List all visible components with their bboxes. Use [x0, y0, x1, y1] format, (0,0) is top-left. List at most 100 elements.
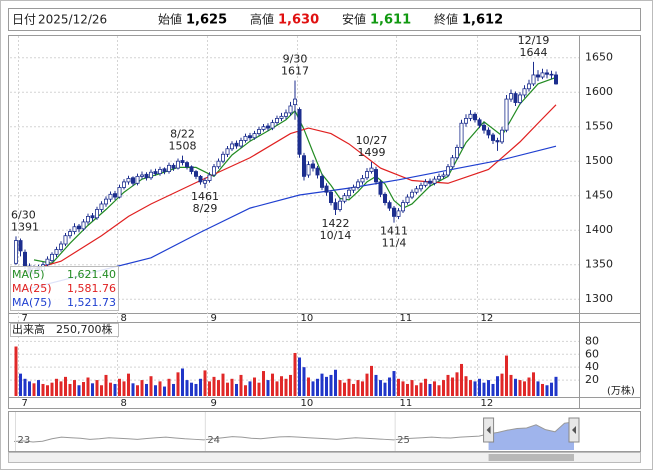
- legend-value: 1,521.73: [67, 296, 116, 309]
- annotation-value: 1391: [11, 220, 39, 233]
- annotation-date: 11/4: [382, 237, 407, 250]
- x-tick-label: 9: [211, 398, 217, 409]
- candle-body: [536, 74, 541, 78]
- y-tick-label: 60: [585, 347, 599, 360]
- navigator-frame: [8, 411, 641, 452]
- candle-body: [450, 157, 455, 168]
- volume-bar: [478, 378, 481, 396]
- volume-bar: [397, 378, 400, 396]
- volume-bar: [365, 373, 369, 396]
- y-tick-label: 1450: [585, 189, 613, 202]
- volume-bar: [73, 380, 76, 396]
- annotation-date: 10/14: [320, 229, 352, 242]
- candle-body: [527, 83, 532, 90]
- y-tick-label: 1550: [585, 120, 613, 133]
- volume-bar: [68, 383, 72, 396]
- chart-frame: [8, 35, 641, 409]
- header-box: [8, 8, 641, 31]
- volume-bar: [383, 382, 387, 396]
- volume-bar: [298, 357, 301, 396]
- volume-bar: [352, 383, 355, 396]
- field-value: 1,625: [186, 13, 227, 28]
- candle-body: [198, 175, 203, 183]
- volume-bar: [239, 374, 243, 396]
- volume-bar: [46, 385, 49, 396]
- candle-body: [400, 202, 405, 212]
- ma-line: [20, 104, 557, 274]
- volume-bar: [158, 381, 162, 396]
- x-tick-label: 12: [481, 313, 494, 324]
- candle-body: [310, 163, 315, 169]
- candle-body: [63, 235, 68, 245]
- candle-body: [468, 113, 473, 119]
- candle-body: [252, 133, 257, 139]
- date-label: 日付: [12, 13, 36, 27]
- volume-bar: [289, 374, 292, 396]
- candle-body: [495, 140, 500, 143]
- volume-bar: [154, 385, 157, 396]
- volume-bar: [104, 374, 108, 396]
- candle-body: [113, 193, 118, 198]
- candle-body: [256, 129, 261, 135]
- legend-name: MA(25): [12, 282, 52, 295]
- volume-bar: [208, 381, 211, 396]
- field-label: 安値: [342, 12, 366, 27]
- candle-body: [382, 193, 387, 204]
- scrollbar-thumb[interactable]: [488, 454, 574, 461]
- volume-bar: [392, 371, 396, 396]
- volume-bar: [64, 376, 67, 396]
- candle-body: [234, 142, 239, 147]
- volume-value: 250,700株: [56, 322, 113, 336]
- candle-body: [157, 169, 162, 175]
- candle-body: [342, 195, 347, 202]
- candle-body: [108, 193, 113, 200]
- candle-body: [436, 175, 441, 180]
- candle-body: [229, 143, 234, 150]
- annotation-value: 1644: [520, 46, 548, 59]
- volume-bar: [127, 373, 130, 396]
- volume-bar: [82, 382, 85, 396]
- y-tick-label: 1600: [585, 85, 613, 98]
- candle-body: [540, 72, 545, 78]
- annotation-value: 1499: [358, 146, 386, 159]
- candle-body: [162, 168, 167, 172]
- scrollbar-track[interactable]: [8, 452, 641, 463]
- volume-bar: [451, 377, 454, 396]
- candle-body: [378, 181, 383, 195]
- candle-body: [243, 135, 248, 141]
- volume-bar: [266, 380, 270, 396]
- candle-body: [139, 174, 144, 177]
- candle-body: [59, 243, 64, 250]
- candle-body: [13, 240, 18, 264]
- volume-bar: [496, 376, 499, 396]
- y-tick-label: 20: [585, 373, 599, 386]
- candle-body: [360, 178, 365, 183]
- volume-bar: [311, 381, 315, 396]
- volume-bar: [91, 383, 94, 396]
- x-tick-label: 12: [481, 398, 494, 409]
- candle-body: [369, 167, 374, 172]
- candle-body: [153, 171, 158, 175]
- candle-body: [99, 203, 104, 210]
- volume-bar: [253, 377, 256, 396]
- volume-bar: [118, 378, 121, 396]
- volume-bar: [23, 378, 27, 396]
- volume-bar: [100, 385, 103, 396]
- volume-bar: [509, 374, 513, 396]
- candle-body: [513, 93, 518, 103]
- candle-body: [81, 221, 86, 230]
- x-tick-label: 10: [301, 313, 314, 324]
- volume-bar: [199, 378, 202, 396]
- volume-bar: [343, 382, 346, 396]
- volume-bar: [442, 380, 445, 396]
- candle-body: [409, 191, 414, 198]
- candle-body: [351, 187, 356, 191]
- volume-bar: [527, 377, 531, 396]
- candle-body: [337, 200, 342, 210]
- candle-body: [306, 164, 311, 176]
- volume-bar: [50, 382, 54, 396]
- volume-bar: [473, 381, 477, 396]
- annotation-value: 1508: [169, 140, 197, 153]
- volume-bar: [334, 369, 337, 396]
- volume-bar: [550, 382, 553, 396]
